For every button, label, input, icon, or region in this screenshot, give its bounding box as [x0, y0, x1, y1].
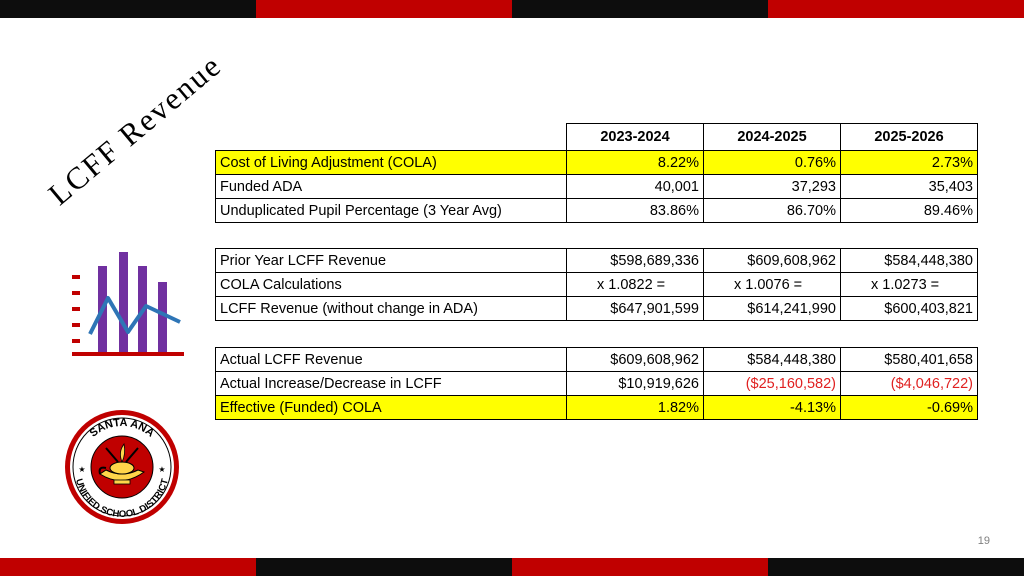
cell-value: 0.76%	[703, 150, 841, 175]
slide-title: LCFF Revenue	[41, 47, 229, 212]
cell-value: $598,689,336	[566, 248, 704, 273]
cell-value: 1.82%	[566, 395, 704, 420]
bar-chart-icon	[72, 252, 184, 356]
cell-value: 37,293	[703, 174, 841, 199]
row-label: Funded ADA	[215, 174, 567, 199]
row-label: Actual LCFF Revenue	[215, 347, 567, 372]
cell-value: $584,448,380	[703, 347, 841, 372]
band-segment	[512, 0, 768, 18]
band-segment	[768, 0, 1024, 18]
cell-value: -0.69%	[840, 395, 978, 420]
row-label: Cost of Living Adjustment (COLA)	[215, 150, 567, 175]
cola-ada-table: 2023-2024 2024-2025 2025-2026 Cost of Li…	[215, 123, 978, 223]
row-label: Unduplicated Pupil Percentage (3 Year Av…	[215, 198, 567, 223]
table-row: Actual Increase/Decrease in LCFF $10,919…	[215, 371, 978, 396]
table-row: LCFF Revenue (without change in ADA) $64…	[215, 296, 978, 321]
row-label: Prior Year LCFF Revenue	[215, 248, 567, 273]
svg-text:★: ★	[78, 465, 85, 474]
row-label: LCFF Revenue (without change in ADA)	[215, 296, 567, 321]
bottom-color-band	[0, 558, 1024, 576]
year-header: 2025-2026	[840, 123, 978, 151]
cell-value: $600,403,821	[840, 296, 978, 321]
cell-value: $584,448,380	[840, 248, 978, 273]
cell-value: ($25,160,582)	[703, 371, 841, 396]
cell-value: 86.70%	[703, 198, 841, 223]
band-segment	[256, 558, 512, 576]
table-row: Funded ADA 40,001 37,293 35,403	[215, 174, 978, 199]
table-row: Unduplicated Pupil Percentage (3 Year Av…	[215, 198, 978, 223]
year-header: 2024-2025	[703, 123, 841, 151]
cell-value: 8.22%	[566, 150, 704, 175]
cell-value: 40,001	[566, 174, 704, 199]
row-label: Effective (Funded) COLA	[215, 395, 567, 420]
row-label: COLA Calculations	[215, 272, 567, 297]
cell-value: 83.86%	[566, 198, 704, 223]
svg-text:★: ★	[158, 465, 165, 474]
cell-value: 2.73%	[840, 150, 978, 175]
cell-value: $609,608,962	[566, 347, 704, 372]
actual-lcff-table: Actual LCFF Revenue $609,608,962 $584,44…	[215, 347, 978, 420]
lcff-calculation-table: Prior Year LCFF Revenue $598,689,336 $60…	[215, 248, 978, 321]
school-district-seal: SANTA ANA UNIFIED SCHOOL DISTRICT ★ ★	[65, 410, 179, 524]
year-header: 2023-2024	[566, 123, 704, 151]
table-row: Prior Year LCFF Revenue $598,689,336 $60…	[215, 248, 978, 273]
band-segment	[768, 558, 1024, 576]
band-segment	[0, 0, 256, 18]
cell-value: x 1.0273 =	[840, 272, 978, 297]
cell-value: 89.46%	[840, 198, 978, 223]
table-row: Cost of Living Adjustment (COLA) 8.22% 0…	[215, 150, 978, 175]
table-row: Effective (Funded) COLA 1.82% -4.13% -0.…	[215, 395, 978, 420]
cell-value: -4.13%	[703, 395, 841, 420]
cell-value: x 1.0076 =	[703, 272, 841, 297]
cell-value: ($4,046,722)	[840, 371, 978, 396]
cell-value: $609,608,962	[703, 248, 841, 273]
cell-value: x 1.0822 =	[566, 272, 704, 297]
page-number: 19	[977, 535, 990, 547]
band-segment	[0, 558, 256, 576]
top-color-band	[0, 0, 1024, 18]
table-row: COLA Calculations x 1.0822 = x 1.0076 = …	[215, 272, 978, 297]
cell-value: 35,403	[840, 174, 978, 199]
cell-value: $10,919,626	[566, 371, 704, 396]
cell-value: $580,401,658	[840, 347, 978, 372]
band-segment	[256, 0, 512, 18]
row-label: Actual Increase/Decrease in LCFF	[215, 371, 567, 396]
cell-value: $614,241,990	[703, 296, 841, 321]
band-segment	[512, 558, 768, 576]
cell-value: $647,901,599	[566, 296, 704, 321]
table-row: Actual LCFF Revenue $609,608,962 $584,44…	[215, 347, 978, 372]
year-header-row: 2023-2024 2024-2025 2025-2026	[216, 123, 978, 151]
